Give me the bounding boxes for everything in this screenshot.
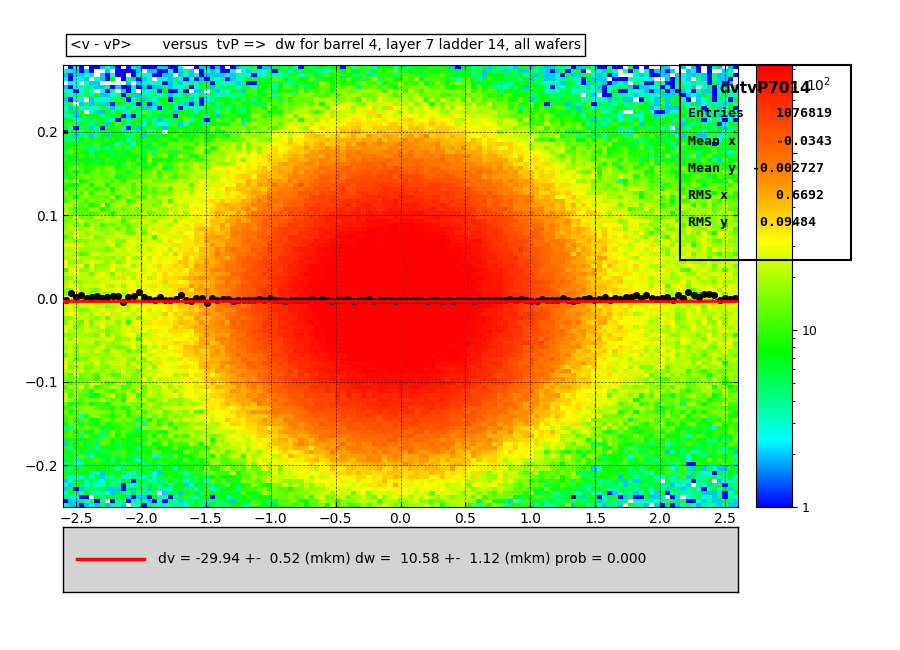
X-axis label: ../P06icFiles/cu62productionMinBias_FullField.root: ../P06icFiles/cu62productionMinBias_Full…: [212, 575, 590, 591]
Text: dv = -29.94 +-  0.52 (mkm) dw =  10.58 +-  1.12 (mkm) prob = 0.000: dv = -29.94 +- 0.52 (mkm) dw = 10.58 +- …: [158, 552, 646, 566]
Text: <v - vP>       versus  tvP =>  dw for barrel 4, layer 7 ladder 14, all wafers: <v - vP> versus tvP => dw for barrel 4, …: [70, 38, 581, 52]
Text: $\mathregular{10^2}$: $\mathregular{10^2}$: [806, 75, 831, 94]
Text: RMS x      0.6692: RMS x 0.6692: [688, 189, 824, 202]
Text: Mean y  -0.002727: Mean y -0.002727: [688, 162, 824, 175]
Text: Mean x     -0.0343: Mean x -0.0343: [688, 135, 832, 148]
Text: RMS y    0.09484: RMS y 0.09484: [688, 216, 816, 229]
Text: Entries    1076819: Entries 1076819: [688, 107, 832, 120]
Text: dvtvP7014: dvtvP7014: [719, 81, 811, 96]
